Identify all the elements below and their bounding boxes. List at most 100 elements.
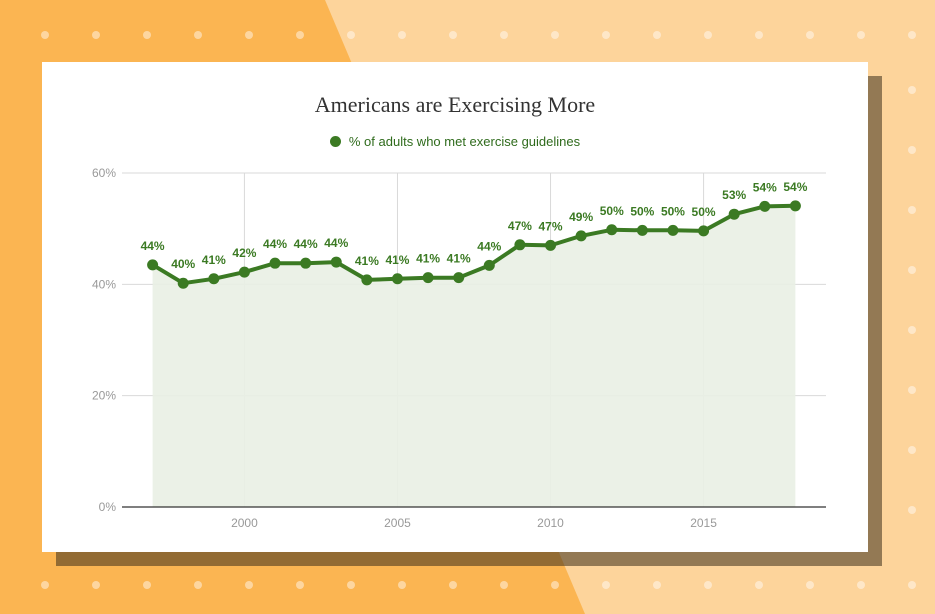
data-point bbox=[177, 277, 189, 289]
background-dot bbox=[908, 31, 916, 39]
background-dot bbox=[704, 581, 712, 589]
data-label: 44% bbox=[324, 236, 348, 250]
data-point bbox=[636, 224, 648, 236]
background-dot bbox=[806, 581, 814, 589]
background-dot bbox=[602, 581, 610, 589]
background-dot bbox=[653, 31, 661, 39]
background-dot bbox=[449, 31, 457, 39]
data-point bbox=[606, 224, 618, 236]
data-point bbox=[728, 208, 740, 220]
x-tick-label: 2005 bbox=[384, 516, 411, 530]
data-point bbox=[422, 272, 434, 284]
data-label: 40% bbox=[171, 257, 195, 271]
background-dot bbox=[500, 31, 508, 39]
background-dot bbox=[347, 581, 355, 589]
data-point bbox=[208, 273, 220, 285]
background-dot bbox=[908, 386, 916, 394]
data-label: 50% bbox=[661, 204, 685, 218]
data-point bbox=[575, 230, 587, 242]
background-dot bbox=[143, 581, 151, 589]
background-dot bbox=[857, 31, 865, 39]
data-label: 44% bbox=[263, 237, 287, 251]
background-dot bbox=[500, 581, 508, 589]
background-dot bbox=[347, 31, 355, 39]
background-dot bbox=[908, 266, 916, 274]
data-point bbox=[759, 200, 771, 212]
y-tick-label: 20% bbox=[92, 389, 116, 403]
data-point bbox=[667, 224, 679, 236]
background-dot bbox=[194, 581, 202, 589]
data-point bbox=[300, 257, 312, 269]
background-dot bbox=[755, 581, 763, 589]
data-label: 47% bbox=[508, 219, 532, 233]
background-dot bbox=[194, 31, 202, 39]
background-dot bbox=[653, 581, 661, 589]
background-dot bbox=[41, 581, 49, 589]
data-label: 41% bbox=[385, 253, 409, 267]
data-label: 44% bbox=[477, 239, 501, 253]
data-point bbox=[147, 259, 159, 271]
legend: % of adults who met exercise guidelines bbox=[42, 134, 868, 149]
data-point bbox=[545, 239, 557, 251]
data-point bbox=[330, 256, 342, 268]
series-area bbox=[152, 205, 796, 508]
data-point bbox=[238, 266, 250, 278]
data-point bbox=[698, 225, 710, 237]
background-dot bbox=[908, 581, 916, 589]
data-label: 44% bbox=[294, 237, 318, 251]
legend-marker bbox=[329, 136, 341, 147]
background-dots bbox=[41, 31, 916, 589]
background-dot bbox=[92, 31, 100, 39]
background-dot bbox=[908, 506, 916, 514]
data-label: 49% bbox=[569, 210, 593, 224]
data-label: 50% bbox=[600, 204, 624, 218]
data-point bbox=[391, 273, 403, 285]
background-dot bbox=[755, 31, 763, 39]
background-dot bbox=[908, 326, 916, 334]
data-label: 41% bbox=[416, 252, 440, 266]
background-dot bbox=[245, 31, 253, 39]
legend-label: % of adults who met exercise guidelines bbox=[348, 134, 581, 149]
background-dot bbox=[908, 86, 916, 94]
data-label: 54% bbox=[783, 180, 807, 194]
background-dot bbox=[908, 206, 916, 214]
y-tick-label: 40% bbox=[92, 277, 116, 291]
background-dot bbox=[857, 581, 865, 589]
series-line bbox=[150, 203, 798, 286]
data-point bbox=[453, 272, 465, 284]
data-point bbox=[361, 274, 373, 286]
background-dot bbox=[449, 581, 457, 589]
data-label: 41% bbox=[447, 252, 471, 266]
background-dot bbox=[806, 31, 814, 39]
background-dot bbox=[41, 31, 49, 39]
background-dot bbox=[602, 31, 610, 39]
x-tick-label: 2015 bbox=[690, 516, 717, 530]
background-dot bbox=[92, 581, 100, 589]
data-label: 44% bbox=[141, 239, 165, 253]
data-label: 41% bbox=[355, 254, 379, 268]
chart-title: Americans are Exercising More bbox=[314, 92, 596, 117]
background-dot bbox=[143, 31, 151, 39]
background-dot bbox=[551, 581, 559, 589]
data-label: 41% bbox=[202, 253, 226, 267]
background-dot bbox=[908, 446, 916, 454]
y-tick-label: 0% bbox=[99, 500, 117, 514]
chart-card: Americans are Exercising More % of adult… bbox=[42, 62, 868, 552]
data-point bbox=[514, 239, 526, 251]
background-dot bbox=[296, 581, 304, 589]
y-tick-label: 60% bbox=[92, 166, 116, 180]
x-tick-label: 2010 bbox=[537, 516, 564, 530]
data-point bbox=[269, 257, 281, 269]
data-label: 53% bbox=[722, 188, 746, 202]
background-dot bbox=[398, 31, 406, 39]
background-dot bbox=[245, 581, 253, 589]
data-label: 50% bbox=[630, 204, 654, 218]
background-dot bbox=[296, 31, 304, 39]
data-label: 54% bbox=[753, 180, 777, 194]
data-label: 42% bbox=[232, 246, 256, 260]
background-dot bbox=[551, 31, 559, 39]
data-point bbox=[483, 259, 495, 271]
data-point bbox=[789, 200, 801, 212]
data-label: 50% bbox=[692, 205, 716, 219]
x-tick-label: 2000 bbox=[231, 516, 258, 530]
